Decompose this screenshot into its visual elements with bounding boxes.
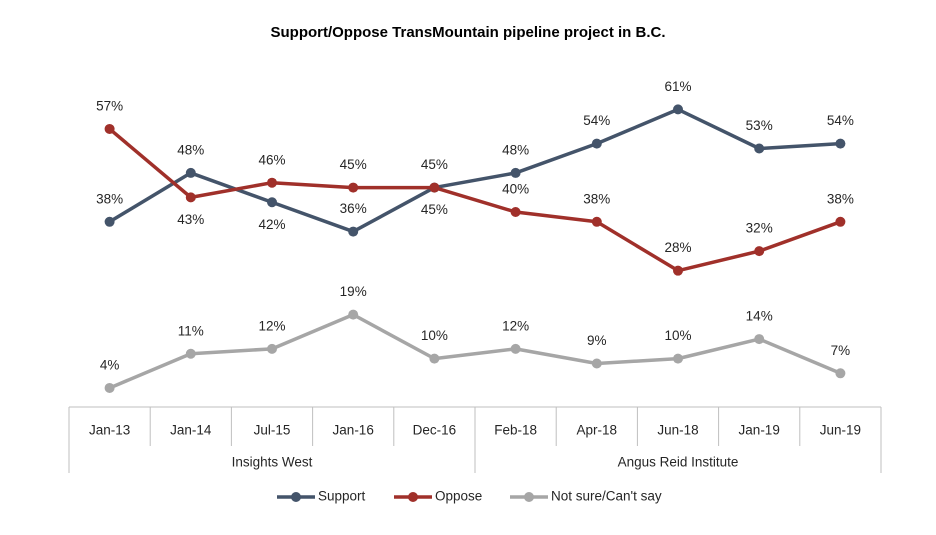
point xyxy=(429,353,440,364)
data-label: 43% xyxy=(177,212,204,227)
point xyxy=(185,348,196,359)
data-label: 42% xyxy=(258,217,285,232)
x-tick-label: Jan-14 xyxy=(170,423,212,438)
x-tick-label: Jun-19 xyxy=(820,423,861,438)
legend-marker xyxy=(291,492,301,502)
point xyxy=(267,343,277,354)
data-label: 38% xyxy=(96,191,123,206)
x-tick-label: Jun-18 xyxy=(657,423,698,438)
x-tick-label: Jan-13 xyxy=(89,423,130,438)
data-label: 40% xyxy=(502,182,529,197)
point xyxy=(835,368,846,379)
point xyxy=(510,343,521,354)
point xyxy=(835,138,846,149)
data-label: 28% xyxy=(664,240,691,255)
point xyxy=(429,182,440,193)
point xyxy=(267,197,277,208)
point xyxy=(835,216,846,227)
point xyxy=(673,353,683,364)
data-label: 10% xyxy=(664,328,691,343)
legend-label: Oppose xyxy=(435,489,482,504)
data-label: 7% xyxy=(831,343,851,358)
data-label: 45% xyxy=(421,202,448,217)
data-label: 54% xyxy=(827,113,854,128)
data-label: 38% xyxy=(827,191,854,206)
data-label: 57% xyxy=(96,99,123,114)
point xyxy=(348,182,359,193)
data-label: 10% xyxy=(421,328,448,343)
point xyxy=(104,382,115,393)
data-label: 46% xyxy=(258,152,285,167)
point xyxy=(754,143,765,154)
point xyxy=(673,104,683,115)
data-label: 54% xyxy=(583,113,610,128)
point xyxy=(348,309,359,320)
point xyxy=(104,123,115,134)
data-label: 12% xyxy=(502,318,529,333)
data-label: 45% xyxy=(421,157,448,172)
data-label: 61% xyxy=(664,79,691,94)
group-label: Angus Reid Institute xyxy=(618,455,739,470)
x-tick-label: Apr-18 xyxy=(577,423,618,438)
point xyxy=(185,167,196,178)
data-label: 14% xyxy=(746,309,773,324)
data-label: 38% xyxy=(583,191,610,206)
point xyxy=(510,207,521,218)
group-label: Insights West xyxy=(232,455,313,470)
point xyxy=(185,192,196,203)
series-line xyxy=(108,107,841,234)
point xyxy=(591,138,602,149)
point xyxy=(591,216,602,227)
data-label: 48% xyxy=(502,142,529,157)
x-tick-label: Feb-18 xyxy=(494,423,537,438)
x-tick-label: Dec-16 xyxy=(413,423,457,438)
point xyxy=(754,334,765,345)
point xyxy=(591,358,602,369)
point xyxy=(673,265,683,276)
point xyxy=(348,226,359,237)
point xyxy=(754,246,765,257)
legend-label: Support xyxy=(318,489,366,504)
data-label: 32% xyxy=(746,221,773,236)
data-label: 45% xyxy=(340,157,367,172)
series-line xyxy=(108,312,842,390)
data-label: 12% xyxy=(258,318,285,333)
legend-label: Not sure/Can't say xyxy=(551,489,662,504)
legend-marker xyxy=(524,492,534,502)
data-label: 36% xyxy=(340,201,367,216)
data-label: 11% xyxy=(178,323,204,338)
data-label: 48% xyxy=(177,142,204,157)
data-label: 53% xyxy=(746,118,773,133)
data-label: 4% xyxy=(100,358,120,373)
point xyxy=(104,216,115,227)
series-line xyxy=(108,127,841,273)
x-tick-label: Jul-15 xyxy=(254,423,291,438)
data-label: 19% xyxy=(340,284,367,299)
data-label: 9% xyxy=(587,333,607,348)
legend-marker xyxy=(408,492,418,502)
x-tick-label: Jan-19 xyxy=(739,423,780,438)
point xyxy=(510,167,521,178)
x-tick-label: Jan-16 xyxy=(333,423,374,438)
point xyxy=(267,177,277,188)
chart-title: Support/Oppose TransMountain pipeline pr… xyxy=(270,24,665,41)
